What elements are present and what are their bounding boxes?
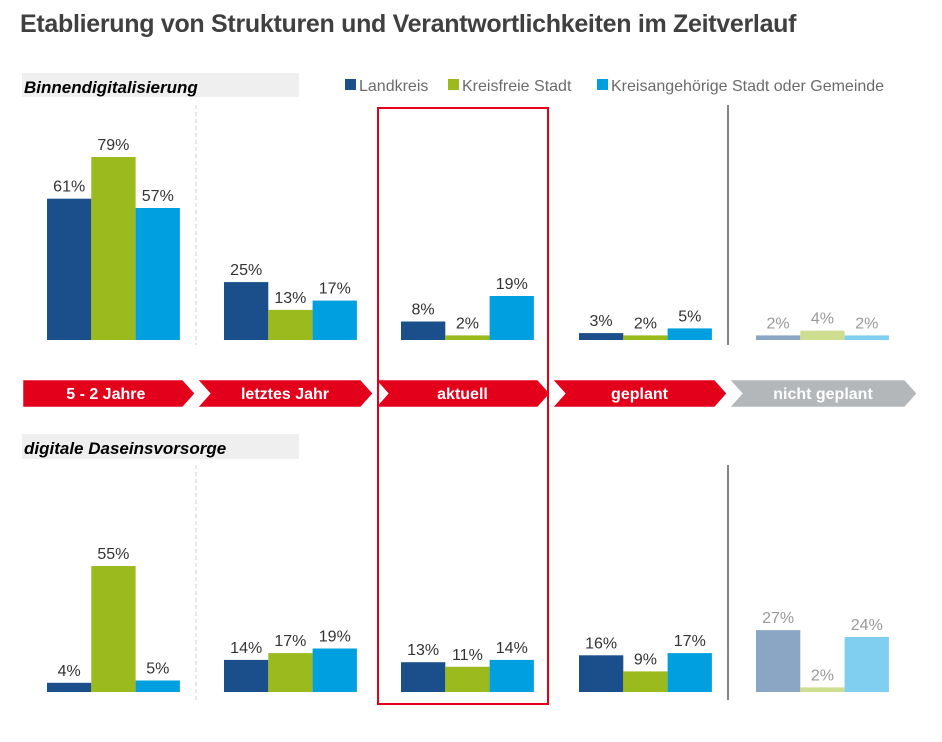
data-label: 2% <box>456 315 479 332</box>
bar-kreisfreie-stadt-5-2-jahre <box>91 157 136 340</box>
legend-entry: Kreisfreie Stadt <box>462 78 572 95</box>
data-label: 9% <box>634 651 657 668</box>
bar-kreisangehoerige-stadt-oder-gemeinde-geplant <box>667 328 712 340</box>
timeline-arrow-nicht-geplant <box>725 377 920 410</box>
bar-landkreis-5-2-jahre <box>47 198 92 340</box>
data-label: 27% <box>762 610 794 627</box>
data-label: 25% <box>230 262 262 279</box>
data-label: 11% <box>452 647 483 664</box>
data-label: 17% <box>674 633 706 650</box>
data-label: 17% <box>319 281 351 298</box>
bar-kreisangehoerige-stadt-oder-gemeinde-letztes-jahr <box>312 300 357 340</box>
bar-landkreis-nicht-geplant <box>756 630 801 692</box>
data-label: 5% <box>678 308 701 325</box>
data-label: 2% <box>767 315 790 332</box>
timeline-arrow-5-2-jahre <box>20 377 198 410</box>
bar-landkreis-letztes-jahr <box>224 659 269 692</box>
data-label: 2% <box>634 315 657 332</box>
bar-landkreis-geplant <box>579 655 624 692</box>
data-label: 19% <box>319 629 351 646</box>
bar-kreisangehoerige-stadt-oder-gemeinde-5-2-jahre <box>135 680 180 692</box>
bar-kreisfreie-stadt-geplant <box>623 335 668 340</box>
bar-kreisangehoerige-stadt-oder-gemeinde-nicht-geplant <box>844 637 889 692</box>
data-label: 24% <box>851 617 883 634</box>
bar-kreisfreie-stadt-5-2-jahre <box>91 566 136 692</box>
section-label-background <box>22 73 299 97</box>
legend-entry: Landkreis <box>359 78 428 95</box>
bar-kreisfreie-stadt-letztes-jahr <box>268 309 313 340</box>
data-label: 4% <box>58 663 81 680</box>
data-label: 14% <box>496 640 528 657</box>
timeline-arrow-geplant <box>548 377 730 410</box>
data-label: 16% <box>585 635 617 652</box>
legend-swatch <box>345 79 356 90</box>
page-title: Etablierung von Strukturen und Verantwor… <box>20 10 797 38</box>
legend-swatch <box>597 79 608 90</box>
bar-kreisangehoerige-stadt-oder-gemeinde-5-2-jahre <box>135 208 180 340</box>
timeline-label: letztes Jahr <box>241 386 329 403</box>
timeline-label: geplant <box>611 386 669 403</box>
data-label: 79% <box>97 137 129 154</box>
data-label: 14% <box>230 640 262 657</box>
section-title: digitale Daseinsvorsorge <box>24 439 226 458</box>
highlight-box-aktuell <box>377 107 549 705</box>
bar-kreisfreie-stadt-nicht-geplant <box>800 330 845 340</box>
section-label-background <box>22 434 299 459</box>
data-label: 13% <box>407 642 439 659</box>
bar-kreisangehoerige-stadt-oder-gemeinde-aktuell <box>489 659 534 692</box>
data-label: 8% <box>412 302 435 319</box>
data-label: 5% <box>146 661 169 678</box>
bar-kreisangehoerige-stadt-oder-gemeinde-nicht-geplant <box>844 335 889 340</box>
timeline-label: nicht geplant <box>773 386 873 403</box>
data-label: 55% <box>97 546 129 563</box>
bar-landkreis-aktuell <box>401 662 446 692</box>
data-label: 19% <box>496 276 528 293</box>
bar-kreisfreie-stadt-nicht-geplant <box>800 687 845 692</box>
bar-landkreis-letztes-jahr <box>224 282 269 340</box>
data-label: 57% <box>142 188 174 205</box>
data-label: 17% <box>274 633 306 650</box>
data-label: 13% <box>274 290 306 307</box>
data-label: 2% <box>855 315 878 332</box>
data-label: 3% <box>590 313 613 330</box>
legend-entry: Kreisangehörige Stadt oder Gemeinde <box>611 78 884 95</box>
data-label: 4% <box>811 311 834 328</box>
bar-kreisangehoerige-stadt-oder-gemeinde-geplant <box>667 653 712 692</box>
bar-kreisangehoerige-stadt-oder-gemeinde-letztes-jahr <box>312 648 357 692</box>
data-label: 61% <box>53 179 85 196</box>
bar-kreisfreie-stadt-letztes-jahr <box>268 653 313 692</box>
bar-kreisfreie-stadt-aktuell <box>445 335 490 340</box>
timeline-label: aktuell <box>437 386 488 403</box>
timeline-arrow-letztes-jahr <box>193 377 376 410</box>
data-label: 2% <box>811 667 834 684</box>
bar-kreisfreie-stadt-geplant <box>623 671 668 692</box>
bar-landkreis-aktuell <box>401 321 446 340</box>
bar-kreisfreie-stadt-aktuell <box>445 666 490 692</box>
timeline-arrow-aktuell <box>371 377 553 410</box>
legend-swatch <box>448 79 459 90</box>
timeline-label: 5 - 2 Jahre <box>66 386 145 403</box>
bar-landkreis-5-2-jahre <box>47 682 92 692</box>
bar-landkreis-nicht-geplant <box>756 335 801 340</box>
bar-kreisangehoerige-stadt-oder-gemeinde-aktuell <box>489 296 534 340</box>
bar-landkreis-geplant <box>579 333 624 340</box>
section-title: Binnendigitalisierung <box>24 78 198 97</box>
